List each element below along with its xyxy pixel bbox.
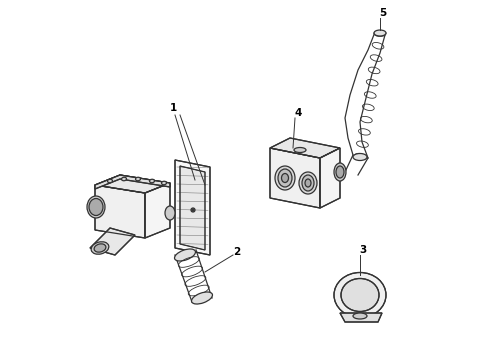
Polygon shape	[340, 313, 382, 322]
Ellipse shape	[87, 196, 105, 218]
Text: 5: 5	[379, 8, 387, 18]
Ellipse shape	[341, 279, 379, 311]
Polygon shape	[270, 138, 340, 158]
Ellipse shape	[136, 177, 141, 181]
Text: 1: 1	[170, 103, 176, 113]
Polygon shape	[270, 148, 320, 208]
Ellipse shape	[305, 179, 311, 187]
Text: 3: 3	[359, 245, 367, 255]
Ellipse shape	[302, 175, 314, 191]
Ellipse shape	[281, 174, 289, 183]
Polygon shape	[95, 175, 170, 193]
Ellipse shape	[174, 249, 196, 261]
Ellipse shape	[353, 153, 367, 161]
Ellipse shape	[192, 209, 194, 211]
Polygon shape	[95, 175, 170, 189]
Polygon shape	[320, 148, 340, 208]
Ellipse shape	[353, 313, 367, 319]
Polygon shape	[90, 228, 135, 255]
Text: 2: 2	[233, 247, 241, 257]
Ellipse shape	[94, 244, 106, 252]
Ellipse shape	[162, 181, 167, 185]
Ellipse shape	[334, 163, 346, 181]
Ellipse shape	[294, 148, 306, 153]
Ellipse shape	[278, 169, 292, 187]
Ellipse shape	[165, 206, 175, 220]
Ellipse shape	[374, 30, 386, 36]
Ellipse shape	[89, 198, 103, 216]
Ellipse shape	[107, 179, 113, 183]
Polygon shape	[180, 166, 205, 250]
Polygon shape	[145, 183, 170, 238]
Ellipse shape	[122, 177, 126, 181]
Ellipse shape	[336, 166, 344, 178]
Ellipse shape	[91, 242, 109, 254]
Ellipse shape	[149, 179, 154, 183]
Ellipse shape	[334, 273, 386, 318]
Ellipse shape	[299, 172, 317, 194]
Polygon shape	[175, 160, 210, 255]
Text: 4: 4	[294, 108, 302, 118]
Ellipse shape	[191, 208, 195, 212]
Ellipse shape	[275, 166, 295, 190]
Ellipse shape	[192, 292, 213, 304]
Polygon shape	[95, 185, 145, 238]
